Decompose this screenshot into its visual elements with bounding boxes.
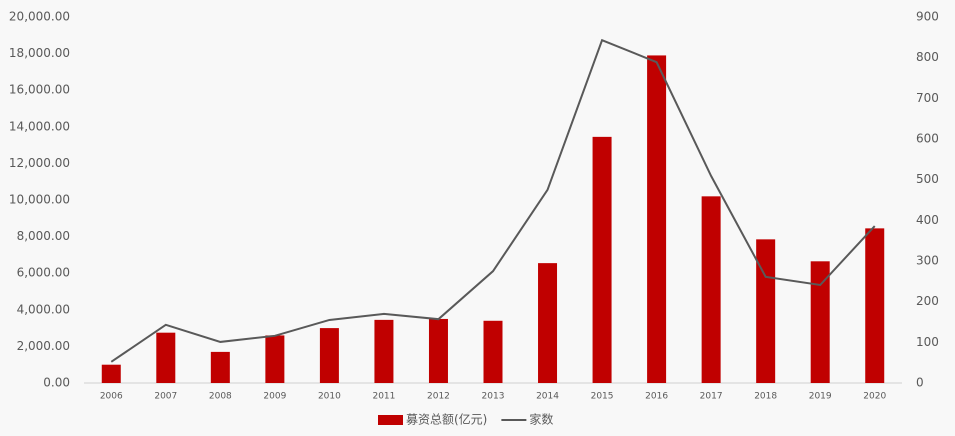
x-tick-label: 2006: [100, 392, 123, 402]
x-tick-label: 2017: [700, 392, 723, 402]
y2-tick-label: 0: [916, 376, 924, 390]
x-tick-label: 2013: [482, 392, 505, 402]
x-tick-label: 2020: [863, 392, 886, 402]
legend-swatch: [378, 415, 403, 425]
bar: [374, 319, 394, 383]
bar: [647, 55, 667, 384]
x-tick-label: 2010: [318, 392, 341, 402]
x-tick-label: 2011: [372, 392, 395, 402]
bar: [810, 261, 830, 383]
x-tick-label: 2014: [536, 392, 559, 402]
y-tick-label: 20,000.00: [9, 10, 70, 24]
bar: [428, 318, 448, 383]
x-tick-label: 2018: [754, 392, 777, 402]
y2-tick-label: 600: [916, 132, 939, 146]
y-tick-label: 0.00: [43, 376, 70, 390]
bar: [265, 335, 285, 383]
bar: [319, 328, 339, 383]
x-tick-label: 2016: [645, 392, 668, 402]
x-tick-label: 2019: [809, 392, 832, 402]
bar: [156, 332, 176, 383]
legend-label: 家数: [529, 412, 553, 427]
y2-tick-label: 500: [916, 172, 939, 186]
bar: [756, 239, 776, 383]
x-tick-label: 2015: [591, 392, 614, 402]
bar: [101, 364, 121, 383]
y2-tick-label: 100: [916, 335, 939, 349]
y2-tick-label: 200: [916, 294, 939, 308]
y2-tick-label: 700: [916, 91, 939, 105]
y-tick-label: 12,000.00: [9, 156, 70, 170]
bar: [701, 196, 721, 383]
y-tick-label: 10,000.00: [9, 193, 70, 207]
x-tick-label: 2012: [427, 392, 450, 402]
y-tick-label: 18,000.00: [9, 46, 70, 60]
y-tick-label: 6,000.00: [17, 266, 70, 280]
x-tick-label: 2009: [263, 392, 286, 402]
y2-tick-label: 900: [916, 10, 939, 24]
line: [110, 38, 876, 363]
y-tick-label: 2,000.00: [17, 339, 70, 353]
bar: [592, 136, 612, 383]
bar: [865, 228, 885, 383]
x-tick-label: 2008: [209, 392, 232, 402]
y2-tick-label: 300: [916, 254, 939, 268]
legend-label: 募资总额(亿元): [406, 412, 487, 427]
bar: [210, 351, 230, 383]
bar: [538, 263, 558, 383]
y-tick-label: 14,000.00: [9, 119, 70, 133]
x-tick-label: 2007: [154, 392, 177, 402]
y-tick-label: 8,000.00: [17, 229, 70, 243]
y-tick-label: 4,000.00: [17, 302, 70, 316]
y2-tick-label: 400: [916, 213, 939, 227]
bar: [483, 320, 503, 383]
y-tick-label: 16,000.00: [9, 83, 70, 97]
y2-tick-label: 800: [916, 50, 939, 64]
